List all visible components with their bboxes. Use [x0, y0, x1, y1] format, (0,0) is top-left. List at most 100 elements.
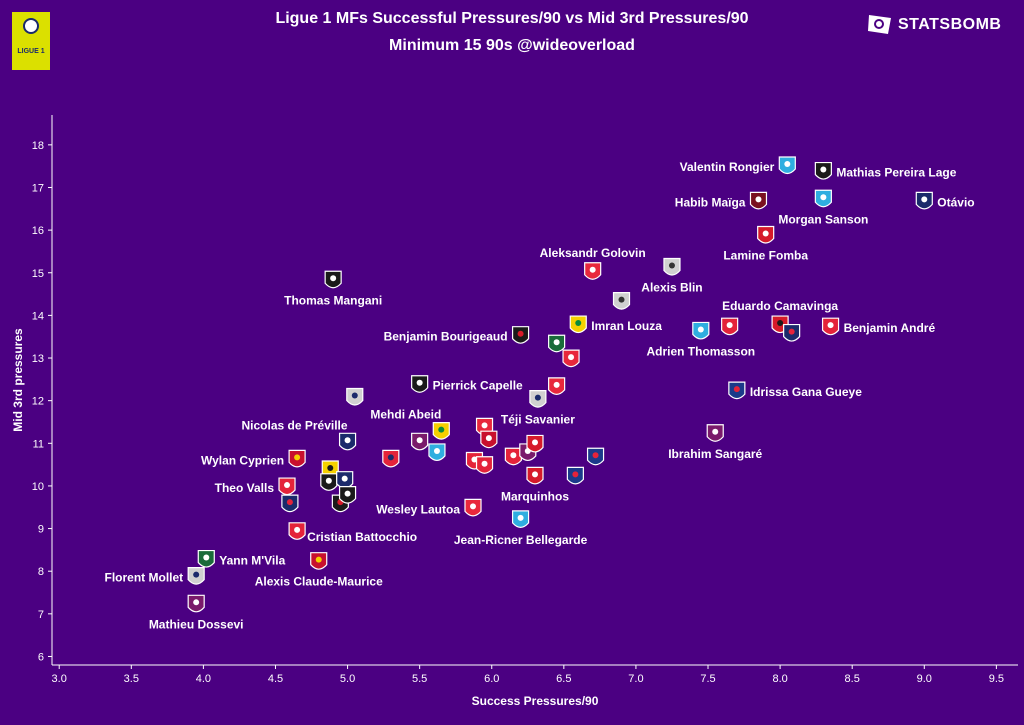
data-point [706, 424, 724, 442]
club-crest-detail [325, 477, 332, 484]
club-crest-detail [784, 161, 791, 168]
x-axis-label: Success Pressures/90 [472, 694, 599, 708]
club-crest-detail [553, 381, 560, 388]
data-point [187, 594, 205, 613]
club-crest-detail [387, 454, 394, 461]
data-point [692, 321, 710, 340]
x-tick-label: 9.0 [917, 673, 932, 685]
data-point [821, 317, 840, 336]
data-point [511, 326, 530, 344]
x-tick-label: 8.5 [845, 673, 860, 685]
club-crest-detail [820, 194, 827, 201]
club-crest-detail [777, 320, 784, 327]
club-crest-detail [485, 435, 492, 442]
data-point [278, 477, 296, 496]
club-crest-detail [592, 452, 599, 459]
club-crest-detail [827, 322, 834, 329]
data-point [721, 317, 739, 336]
club-crest-detail [697, 326, 704, 333]
data-point [324, 270, 342, 289]
point-label: Mathieu Dossevi [149, 617, 244, 631]
club-crest-detail [712, 428, 719, 435]
data-point [526, 466, 544, 485]
club-crest-detail [481, 460, 488, 467]
club-crest-detail [470, 503, 477, 510]
club-crest-detail [416, 379, 423, 386]
club-crest-detail [733, 386, 740, 393]
club-crest-detail [921, 196, 928, 203]
club-crest-detail [572, 471, 579, 478]
data-point [187, 566, 205, 585]
point-label: Alexis Blin [641, 280, 702, 294]
club-crest-detail [286, 499, 293, 506]
club-crest-detail [668, 262, 675, 269]
data-point [346, 387, 364, 406]
y-tick-label: 17 [32, 182, 44, 194]
club-crest-detail [416, 437, 423, 444]
point-label: Téji Savanier [501, 413, 575, 427]
data-point [338, 432, 357, 451]
club-crest-detail [788, 328, 795, 335]
x-tick-label: 7.0 [628, 673, 643, 685]
data-point [320, 473, 338, 491]
club-crest-detail [351, 392, 358, 399]
point-label: Eduardo Camavinga [722, 299, 838, 313]
x-tick-label: 3.0 [52, 673, 67, 685]
club-crest-detail [327, 465, 334, 472]
club-crest-detail [193, 599, 200, 606]
club-crest-detail [575, 320, 582, 327]
y-tick-label: 14 [32, 310, 44, 322]
y-tick-label: 8 [38, 566, 44, 578]
point-label: Idrissa Gana Gueye [750, 385, 862, 399]
x-tick-label: 4.5 [268, 673, 283, 685]
data-point [569, 315, 587, 334]
point-label: Mathias Pereira Lage [836, 166, 956, 180]
data-point [728, 381, 746, 400]
data-point [757, 225, 775, 244]
data-point [338, 485, 357, 504]
club-crest-detail [294, 526, 301, 533]
club-crest-detail [294, 454, 301, 461]
point-label: Yann M'Vila [219, 554, 285, 568]
data-point [562, 349, 580, 368]
data-point [584, 262, 602, 280]
data-point [548, 334, 566, 353]
club-crest-detail [532, 439, 538, 446]
data-point [411, 432, 429, 451]
ligue1-logo-text: LIGUE 1 [17, 48, 45, 55]
ligue1-logo: LIGUE 1 [12, 12, 50, 70]
point-label: Cristian Battocchio [307, 530, 417, 544]
point-label: Thomas Mangani [284, 293, 382, 307]
point-label: Habib Maïga [675, 195, 746, 209]
club-crest-detail [534, 394, 541, 401]
y-tick-label: 11 [33, 438, 44, 450]
point-label: Alexis Claude-Maurice [255, 575, 383, 589]
club-crest-detail [284, 482, 291, 489]
x-tick-label: 6.0 [484, 673, 499, 685]
chart-subtitle: Minimum 15 90s @wideoverload [389, 37, 635, 54]
data-point [336, 471, 354, 489]
y-tick-label: 7 [38, 609, 44, 621]
x-tick-label: 4.0 [196, 673, 211, 685]
point-label: Adrien Thomasson [646, 344, 755, 358]
data-point [281, 494, 299, 513]
club-crest-detail [481, 422, 488, 429]
data-point [475, 456, 494, 474]
club-crest-detail [755, 196, 762, 203]
ligue1-ball-icon [23, 18, 39, 34]
data-point [778, 156, 796, 175]
club-crest-detail [553, 339, 560, 346]
point-label: Lamine Fomba [723, 249, 808, 263]
x-tick-label: 3.5 [124, 673, 139, 685]
club-crest-detail [589, 266, 596, 273]
data-point [663, 257, 681, 276]
data-point [197, 549, 215, 568]
data-point [310, 552, 328, 570]
club-crest-detail [510, 452, 517, 459]
club-crest-detail [193, 571, 200, 578]
y-tick-label: 9 [38, 524, 44, 536]
club-crest-detail [341, 475, 348, 482]
data-point [464, 498, 482, 517]
point-label: Imran Louza [591, 319, 662, 333]
statsbomb-flag-icon [868, 15, 891, 34]
